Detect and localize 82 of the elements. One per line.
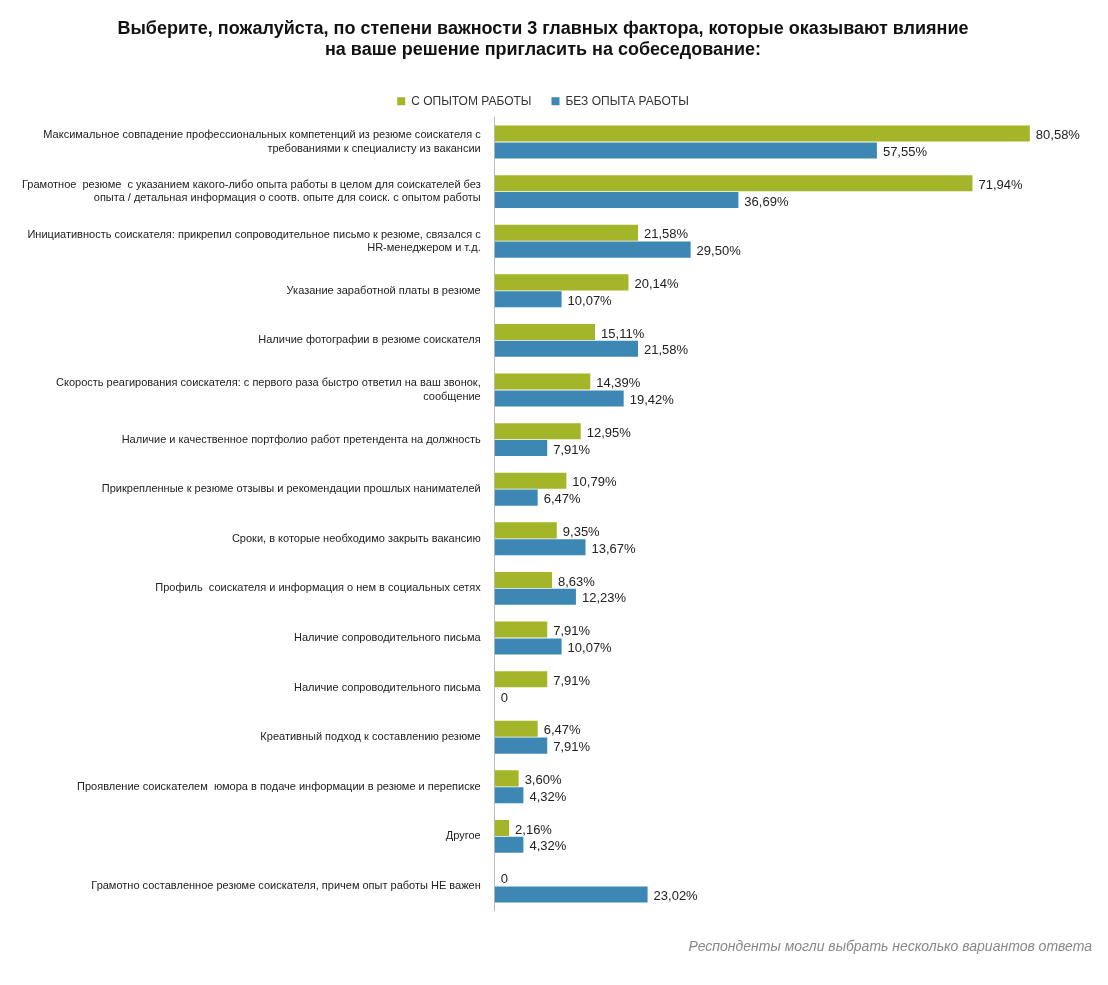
data-label: 15,11% xyxy=(601,325,645,341)
data-label: 3,60% xyxy=(524,771,562,787)
bar xyxy=(494,373,591,390)
y-tick-label: Сроки, в которые необходимо закрыть вакансию xyxy=(231,531,481,544)
data-label: 0 xyxy=(500,689,508,705)
y-tick-label: Грамотное резюме с указанием какого-либо опыта работы в целом для соискателей без опыта / детальная информация о соотв. опыте для соиск. с опытом работы xyxy=(22,178,481,204)
bar xyxy=(494,720,538,737)
data-label: 7,91% xyxy=(553,672,591,688)
bar xyxy=(494,192,739,209)
data-label: 7,91% xyxy=(553,739,591,755)
data-label: 2,16% xyxy=(515,821,553,837)
data-label: 13,67% xyxy=(591,540,637,556)
bar xyxy=(494,125,1030,142)
bar xyxy=(494,571,553,588)
data-label: 57,55% xyxy=(882,144,928,160)
bar xyxy=(494,142,877,159)
bar xyxy=(494,886,648,903)
bar xyxy=(494,291,562,308)
data-label: 12,95% xyxy=(586,424,632,440)
data-label: 19,42% xyxy=(629,392,675,408)
data-label: 12,23% xyxy=(581,590,627,606)
bar xyxy=(494,737,548,754)
data-label: 36,69% xyxy=(744,193,789,209)
y-tick-label: Грамотно составленное резюме соискателя, причем опыт работы НЕ важен xyxy=(91,879,481,892)
data-label: 23,02% xyxy=(653,888,699,904)
bar xyxy=(494,671,548,688)
bar xyxy=(494,440,548,457)
data-label: 8,63% xyxy=(558,573,596,589)
data-label: 10,07% xyxy=(567,640,613,656)
chart-title: Выберите, пожалуйста, по степени важности 3 главных фактора, которые оказывают влияние на ваше решение пригласить на собеседование: xyxy=(117,17,969,60)
y-tick-label: Наличие фотографии в резюме соискателя xyxy=(258,333,481,346)
y-tick-label: Наличие и качественное портфолио работ претендента на должность xyxy=(121,432,481,445)
data-label: 6,47% xyxy=(543,722,581,738)
data-label: 7,91% xyxy=(553,441,591,457)
bar xyxy=(494,638,562,655)
data-label: 80,58% xyxy=(1035,127,1081,143)
bar xyxy=(494,819,510,836)
data-label: 71,94% xyxy=(978,176,1023,192)
data-label: 9,35% xyxy=(562,523,601,539)
data-label: 21,58% xyxy=(644,226,689,242)
bar xyxy=(494,390,624,407)
bar xyxy=(494,472,567,489)
data-label: 6,47% xyxy=(543,491,581,507)
bar xyxy=(494,340,639,357)
y-tick-label: Наличие сопроводительного письма xyxy=(293,631,482,644)
data-label: 21,58% xyxy=(644,342,689,358)
bar xyxy=(494,323,596,340)
bar xyxy=(494,274,629,291)
y-tick-label: Наличие сопроводительного письма xyxy=(293,680,482,693)
data-label: 10,79% xyxy=(572,474,617,490)
bar xyxy=(494,423,581,440)
data-label: 0 xyxy=(500,871,508,887)
bar xyxy=(494,241,691,258)
bar xyxy=(494,621,548,638)
bar xyxy=(494,539,586,556)
y-tick-label: Профиль соискателя и информация о нем в социальных сетях xyxy=(155,581,482,594)
data-label: 10,07% xyxy=(567,292,613,308)
bar xyxy=(494,787,524,804)
legend-label: С ОПЫТОМ РАБОТЫ xyxy=(411,93,532,108)
y-tick-label: Креативный подход к составлению резюме xyxy=(260,730,481,743)
data-label: 20,14% xyxy=(634,275,679,291)
data-label: 4,32% xyxy=(529,788,567,804)
legend-label: БЕЗ ОПЫТА РАБОТЫ xyxy=(565,93,689,108)
y-tick-label: Максимальное совпадение профессиональных компетенций из резюме соискателя с требованиями к специалисту из вакансии xyxy=(43,128,482,154)
text: Респонденты могли выбрать несколько вариантов ответа xyxy=(687,938,1093,954)
bar xyxy=(494,836,524,853)
bar xyxy=(494,224,639,241)
y-tick-label: Скорость реагирования соискателя: с первого раза быстро ответил на ваш звонок, сообщение xyxy=(56,376,481,402)
y-tick-label: Проявление соискателем юмора в подаче информации в резюме и переписке xyxy=(77,779,481,792)
y-tick-label: Прикрепленные к резюме отзывы и рекомендации прошлых нанимателей xyxy=(101,482,481,495)
y-tick-label: Инициативность соискателя: прикрепил сопроводительное письмо к резюме, связался с HR-менеджером и т.д. xyxy=(27,227,482,253)
y-tick-label: Указание заработной платы в резюме xyxy=(286,283,481,296)
data-label: 7,91% xyxy=(553,623,591,639)
bar xyxy=(494,522,557,539)
bar xyxy=(494,588,576,605)
bar xyxy=(494,770,519,787)
data-label: 14,39% xyxy=(596,375,641,391)
data-label: 29,50% xyxy=(696,243,742,259)
y-tick-label: Другое xyxy=(445,829,481,842)
bar xyxy=(494,489,538,506)
data-label: 4,32% xyxy=(529,838,567,854)
bar xyxy=(494,175,973,192)
